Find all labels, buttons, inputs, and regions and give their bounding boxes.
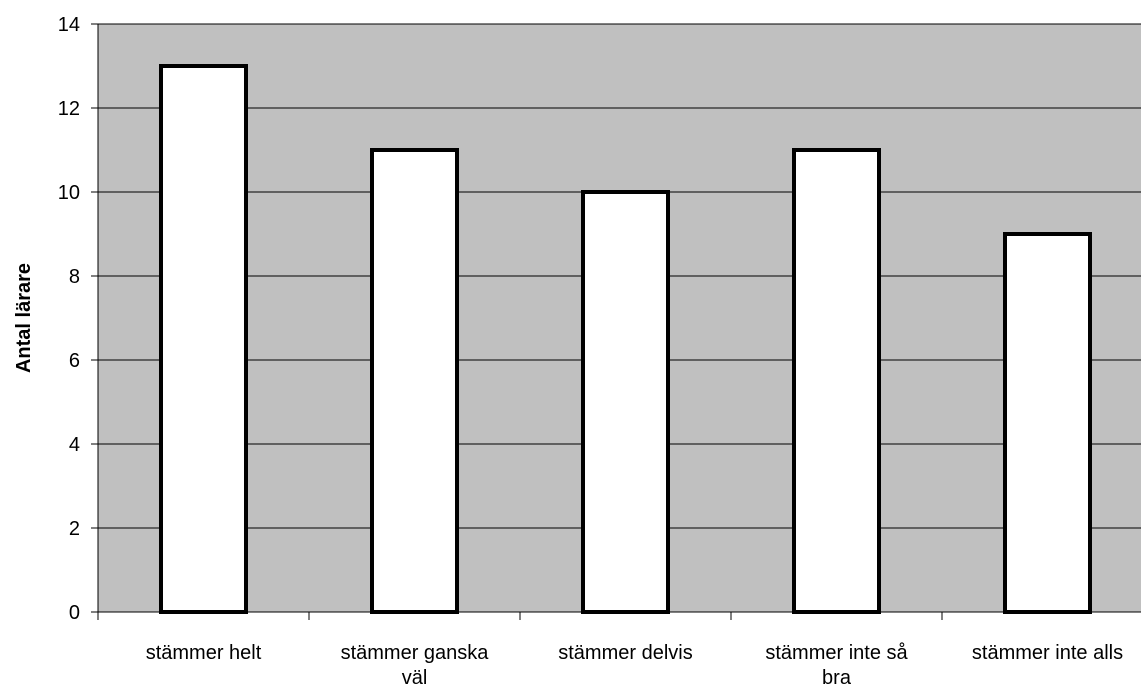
x-tick-label: stämmer inte alls	[972, 642, 1123, 664]
y-axis-label: Antal lärare	[13, 263, 35, 373]
y-tick-label: 12	[58, 98, 80, 120]
y-tick-label: 4	[69, 434, 80, 456]
bar	[1003, 232, 1092, 614]
x-axis-ticks: stämmer helt stämmer ganska väl stämmer del…	[97, 612, 1123, 689]
y-tick-label: 6	[69, 350, 80, 372]
y-tick-label: 14	[58, 14, 80, 36]
bar	[370, 148, 459, 614]
bar	[581, 190, 670, 614]
bar	[159, 64, 248, 614]
y-axis-ticks: 0 2 4 6 8 10 12 14	[58, 14, 98, 624]
y-tick-label: 10	[58, 182, 80, 204]
y-tick-label: 8	[69, 266, 80, 288]
x-tick-label: stämmer delvis	[558, 642, 692, 664]
x-tick-label: stämmer ganska väl	[341, 642, 490, 689]
x-tick-label: stämmer helt	[146, 642, 262, 664]
axes	[97, 24, 1141, 613]
x-tick-label: stämmer inte så bra	[765, 642, 908, 689]
bar	[792, 148, 881, 614]
y-tick-label: 0	[69, 602, 80, 624]
y-tick-label: 2	[69, 518, 80, 540]
